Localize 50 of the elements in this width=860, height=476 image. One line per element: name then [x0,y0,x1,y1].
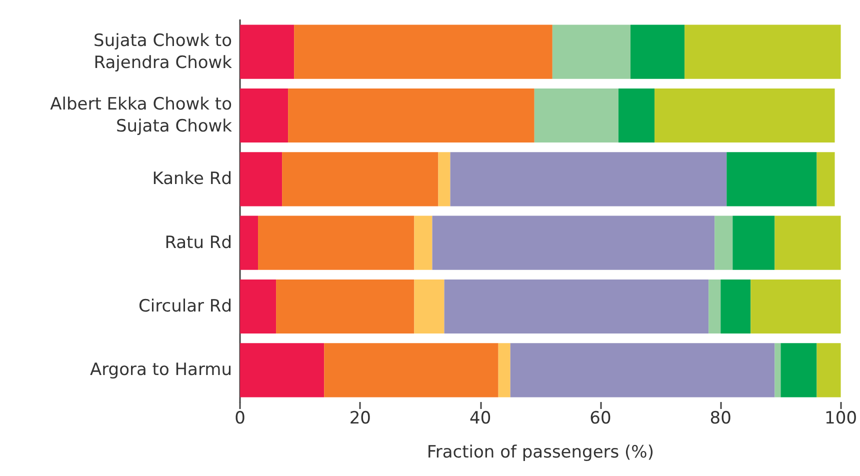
bar [294,24,552,79]
bar [414,279,444,334]
bar [240,279,276,334]
x-tick-label: 40 [469,408,492,428]
bar [240,343,324,398]
bar [726,152,817,206]
bar [324,343,498,398]
y-tick-label: Sujata Chowk to Rajendra Chowk [94,30,232,73]
y-tick-label: Circular Rd [138,296,232,316]
y-tick-label: Albert Ekka Chowk to Sujata Chowk [50,94,232,136]
bar [240,216,258,270]
x-tick-label: 80 [710,408,732,428]
bar [240,24,294,79]
bar [816,343,841,398]
bar [240,152,282,206]
x-tick-label: 100 [824,408,858,428]
bar [498,343,510,398]
bar [450,152,727,206]
x-tick-label: 0 [234,408,246,428]
x-tick-label: 20 [349,408,371,428]
bar [774,343,781,398]
bar [774,216,841,270]
bar [444,279,709,334]
bar [732,216,775,270]
bar [720,279,751,334]
y-tick-label: Kanke Rd [152,169,232,190]
bar [684,24,841,79]
bar [288,88,534,143]
x-axis-title: Fraction of passengers (%) [426,442,654,462]
bar [708,279,721,334]
bar [240,88,288,143]
x-tick-label: 60 [590,408,612,428]
bar [654,88,835,143]
bar [750,279,841,334]
bar [510,343,775,398]
bar [630,24,685,79]
bar [780,343,817,398]
bar [438,152,450,206]
bar [552,24,631,79]
bar [714,216,733,270]
bar [618,88,655,143]
bar [414,216,432,270]
bar [816,152,835,206]
y-tick-label: Ratu Rd [164,232,232,253]
bar [258,216,414,270]
y-tick-label: Argora to Harmu [90,360,232,380]
bar [282,152,438,206]
bar [432,216,715,270]
bar [534,88,618,143]
bar [276,279,414,334]
